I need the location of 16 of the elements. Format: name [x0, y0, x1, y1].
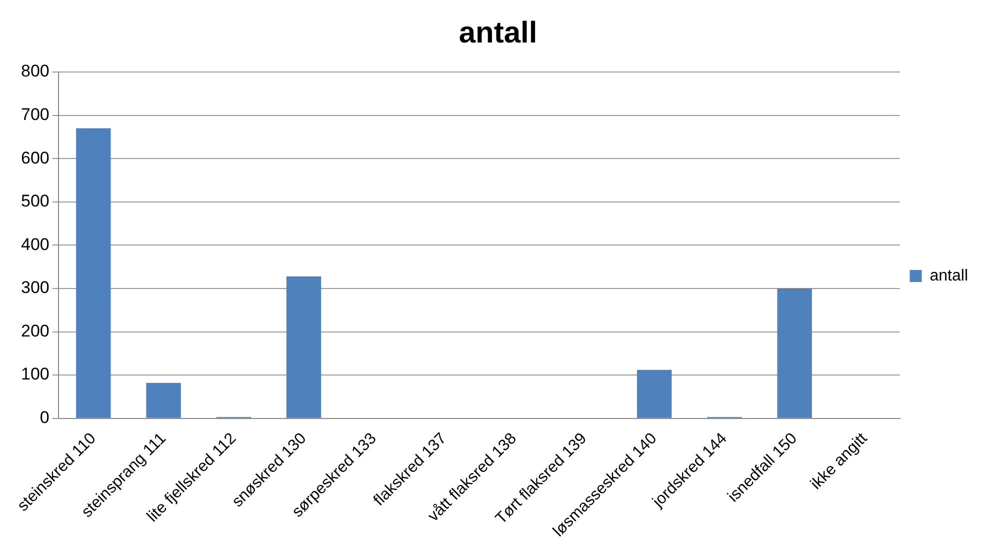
y-tick-label: 800 — [20, 62, 50, 81]
bar — [76, 128, 111, 418]
y-tick-label: 700 — [20, 104, 50, 124]
legend-label: antall — [930, 267, 968, 284]
y-tick-label: 600 — [20, 148, 50, 168]
bar — [286, 276, 322, 418]
y-tick-label: 400 — [20, 234, 50, 254]
y-tick-label: 300 — [20, 278, 50, 298]
bar — [146, 382, 181, 418]
bar — [636, 370, 672, 418]
chart-title: antall — [458, 16, 538, 50]
bar — [777, 288, 812, 418]
y-tick-label: 100 — [20, 364, 50, 384]
y-tick-label: 500 — [20, 192, 50, 211]
y-tick-label: 0 — [40, 408, 50, 428]
y-tick-label: 200 — [20, 321, 50, 340]
